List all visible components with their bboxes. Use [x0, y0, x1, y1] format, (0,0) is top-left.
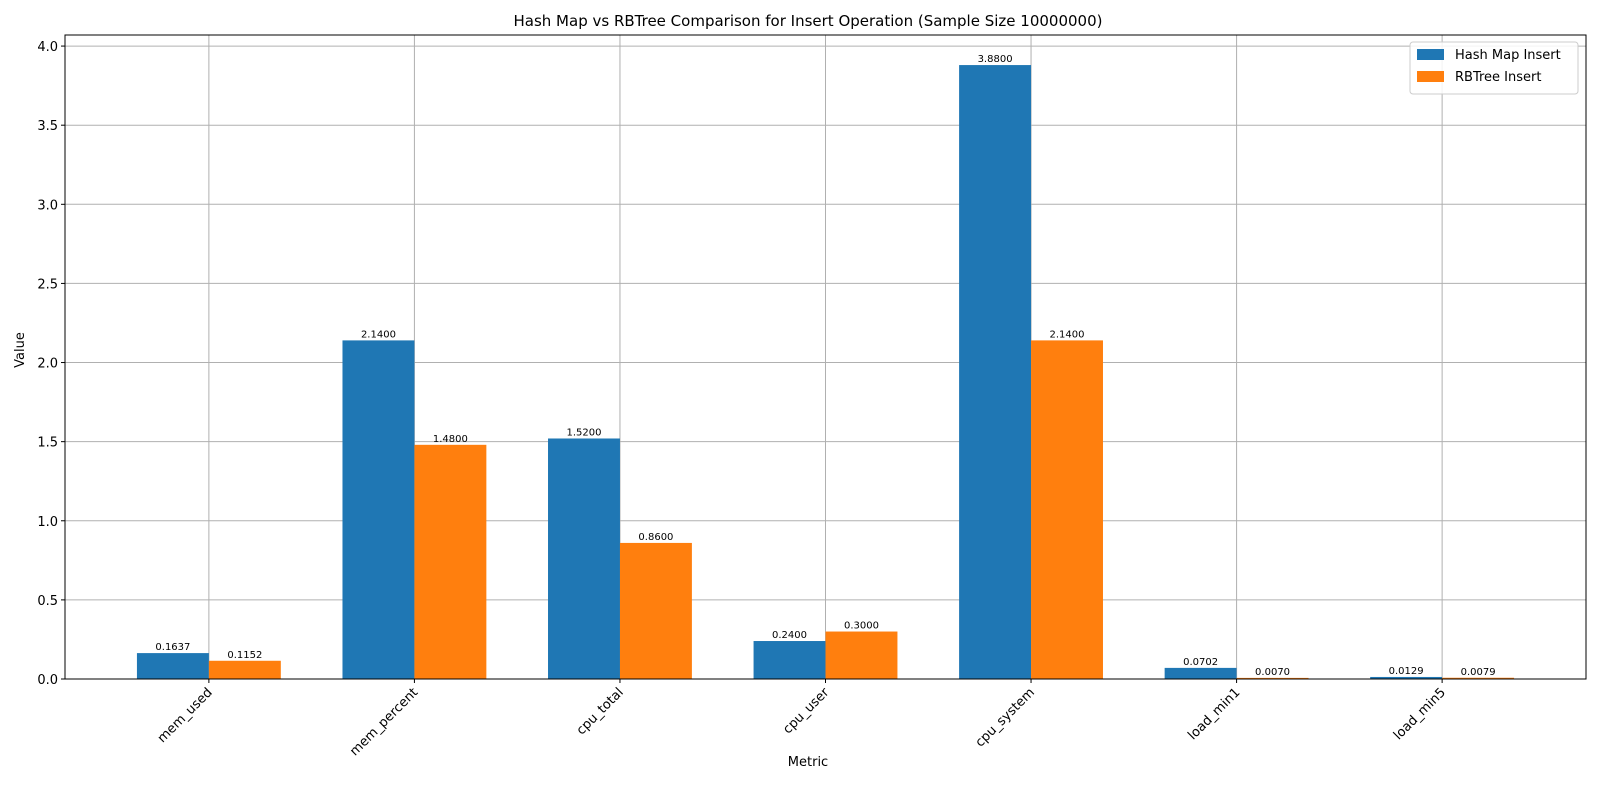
x-tick-label: cpu_user	[780, 685, 832, 737]
y-tick-label: 1.0	[37, 515, 58, 530]
data-labels: 0.1637 2.1400 1.5200 0.2400 3.8800 0.0702 0.01…	[155, 54, 1495, 678]
legend-swatch	[1417, 49, 1444, 60]
data-label: 0.1152	[227, 650, 262, 661]
legend: Hash Map Insert RBTree Insert	[1409, 41, 1579, 95]
bar-rbtree-load_min5	[1442, 677, 1515, 679]
data-label: 0.0070	[1255, 667, 1290, 678]
y-tick-label: 3.5	[37, 119, 58, 134]
legend-label: Hash Map Insert	[1455, 48, 1561, 63]
x-tick-label: cpu_system	[973, 685, 1038, 750]
data-label: 0.0129	[1389, 666, 1424, 677]
bar-hash-map-mem_used	[136, 653, 209, 679]
bar-rbtree-cpu_system	[1031, 340, 1103, 679]
bar-hash-map-cpu_user	[753, 641, 826, 679]
x-axis-label: Metric	[788, 755, 828, 770]
bar-rbtree-mem_percent	[414, 444, 487, 679]
bar-rbtree-load_min1	[1236, 677, 1309, 679]
data-label: 1.5200	[566, 427, 601, 438]
bar-rbtree-cpu_user	[825, 631, 898, 679]
bars	[136, 65, 1515, 679]
data-label: 2.1400	[361, 329, 396, 340]
y-tick-label: 0.5	[37, 594, 58, 609]
x-tick-label: mem_used	[155, 685, 216, 746]
data-label: 1.4800	[433, 434, 468, 445]
bar-hash-map-load_min1	[1164, 667, 1237, 679]
bar-hash-map-load_min5	[1370, 676, 1443, 679]
data-label: 0.2400	[772, 630, 807, 641]
legend-box	[1409, 41, 1579, 95]
y-tick-label: 2.5	[37, 277, 58, 292]
chart-title: Hash Map vs RBTree Comparison for Insert…	[514, 12, 1103, 30]
x-tick-label: cpu_total	[574, 685, 627, 738]
x-tick-label: mem_percent	[347, 685, 421, 759]
data-label: 3.8800	[978, 54, 1013, 65]
y-tick-label: 0.0	[37, 673, 58, 688]
y-axis-label: Value	[13, 332, 28, 368]
grid	[65, 35, 1586, 680]
legend-label: RBTree Insert	[1455, 70, 1541, 85]
legend-swatch	[1417, 71, 1444, 82]
data-label: 0.1637	[155, 642, 190, 653]
y-tick-label: 1.5	[37, 436, 58, 451]
x-axis: mem_used mem_percent cpu_total cpu_user cpu_…	[155, 679, 1449, 759]
x-tick-label: load_min1	[1185, 685, 1243, 743]
data-label: 0.8600	[638, 532, 673, 543]
bar-rbtree-cpu_total	[619, 542, 692, 679]
data-label: 2.1400	[1050, 329, 1085, 340]
bar-hash-map-cpu_total	[548, 438, 620, 679]
y-tick-label: 2.0	[37, 357, 58, 372]
y-tick-label: 4.0	[37, 40, 58, 55]
data-label: 0.3000	[844, 621, 879, 632]
x-tick-label: load_min5	[1391, 685, 1449, 743]
data-label: 0.0079	[1461, 667, 1496, 678]
y-axis: 0.0 0.5 1.0 1.5 2.0 2.5 3.0 3.5 4.0	[37, 40, 65, 688]
bar-rbtree-mem_used	[208, 660, 281, 679]
y-tick-label: 3.0	[37, 198, 58, 213]
bar-hash-map-cpu_system	[959, 65, 1032, 679]
data-label: 0.0702	[1183, 657, 1218, 668]
bar-hash-map-mem_percent	[342, 340, 415, 679]
